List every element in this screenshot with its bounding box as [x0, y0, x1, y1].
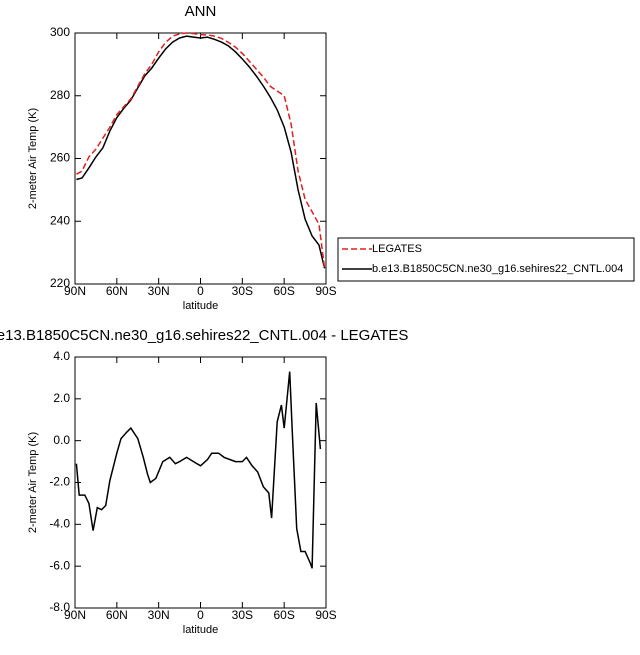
data-line [76, 32, 326, 269]
x-tick-label: 90N [64, 284, 86, 298]
y-tick-label: 4.0 [53, 349, 70, 363]
plot-frame [74, 356, 327, 609]
x-tick-label: 60N [106, 608, 128, 622]
x-tick-label: 0 [197, 284, 204, 298]
x-tick-label: 30N [148, 284, 170, 298]
x-axis-label: latitude [183, 624, 218, 636]
chart-title: .e13.B1850C5CN.ne30_g16.sehires22_CNTL.0… [0, 327, 408, 344]
chart-title: ANN [185, 3, 217, 20]
x-tick-label: 90S [315, 284, 336, 298]
legend-label: b.e13.B1850C5CN.ne30_g16.sehires22_CNTL.… [372, 263, 623, 275]
y-tick-label: -8.0 [49, 600, 70, 614]
x-tick-label: 60S [273, 608, 294, 622]
x-tick-label: 30S [232, 284, 253, 298]
x-tick-label: 90S [315, 608, 336, 622]
y-tick-label: -6.0 [49, 558, 70, 572]
y-axis-label: 2-meter Air Temp (K) [27, 108, 39, 209]
y-tick-label: 2.0 [53, 391, 70, 405]
data-line [76, 35, 326, 269]
y-tick-label: 240 [50, 213, 70, 227]
x-tick-label: 0 [197, 608, 204, 622]
y-tick-label: 0.0 [53, 433, 70, 447]
plot-frame [74, 32, 327, 285]
data-line [75, 371, 322, 569]
x-axis-label: latitude [183, 300, 218, 312]
x-tick-label: 30N [148, 608, 170, 622]
legend-label: LEGATES [372, 243, 422, 255]
y-tick-label: 260 [50, 151, 70, 165]
y-tick-label: 300 [50, 25, 70, 39]
x-tick-label: 60S [273, 284, 294, 298]
y-axis-label: 2-meter Air Temp (K) [27, 432, 39, 533]
y-tick-label: -2.0 [49, 475, 70, 489]
y-tick-label: 220 [50, 276, 70, 290]
y-tick-label: -4.0 [49, 517, 70, 531]
x-tick-label: 30S [232, 608, 253, 622]
legend-box [337, 237, 635, 282]
x-tick-label: 90N [64, 608, 86, 622]
x-tick-label: 60N [106, 284, 128, 298]
y-tick-label: 280 [50, 88, 70, 102]
